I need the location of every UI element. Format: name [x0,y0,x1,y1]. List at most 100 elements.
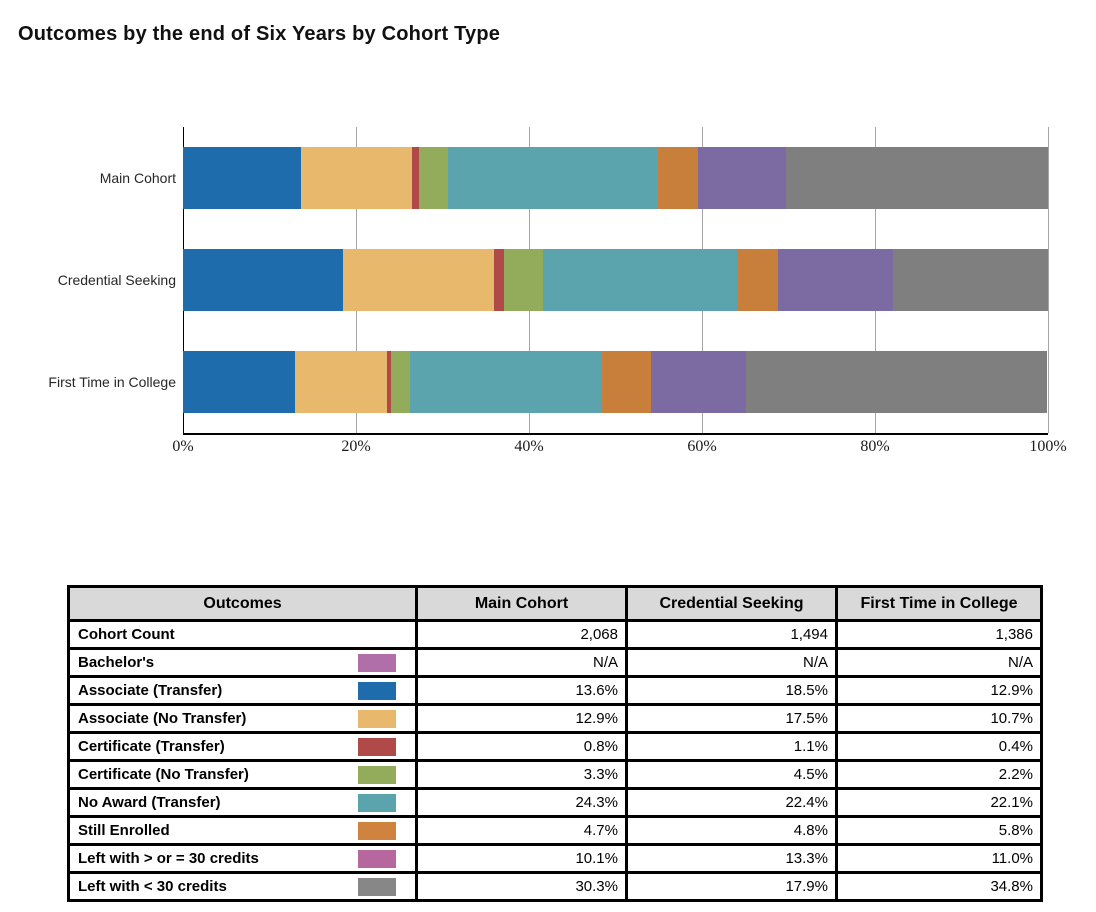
bar-segment-left-with-or-30-credits [778,249,894,311]
table-row-bachelor-s: Bachelor's N/A N/A N/A [67,647,1043,678]
table-row-cohort-count: Cohort Count 2,068 1,494 1,386 [67,619,1043,650]
gridline-100 [1048,127,1049,433]
category-labels: Main Cohort Credential Seeking First Time … [0,127,176,433]
row-value: 12.9% [415,703,628,734]
bar-band-first-time-in-college [183,331,1048,433]
table-row-certificate-no-transfer: Certificate (No Transfer) 3.3% 4.5% 2.2% [67,759,1043,790]
row-value: 4.7% [415,815,628,846]
stacked-bar-main-cohort [183,147,1048,209]
row-value: 2,068 [415,619,628,650]
row-value: 3.3% [415,759,628,790]
legend-swatch-bachelor-s [358,653,396,672]
row-value: 2.2% [835,759,1043,790]
row-value: 0.8% [415,731,628,762]
bar-band-credential-seeking [183,229,1048,331]
row-value: 1.1% [625,731,838,762]
table-header-outcomes: Outcomes [67,585,418,622]
bar-segment-still-enrolled [736,249,779,311]
row-label-cell: Still Enrolled [67,815,418,846]
stacked-bar-first-time-in-college [183,351,1048,413]
row-value: 13.6% [415,675,628,706]
outcomes-table-header-row: Outcomes Main Cohort Credential Seeking Fir… [67,585,1043,622]
row-value: 30.3% [415,871,628,902]
row-label-cell: Cohort Count [67,619,418,650]
bar-segment-left-with-or-30-credits [698,147,786,209]
x-tick-label-40: 40% [514,438,544,455]
legend-swatch-left-with-or-30-credits [358,849,396,868]
row-label-cell: Certificate (Transfer) [67,731,418,762]
row-value: N/A [415,647,628,678]
legend-swatch-associate-no-transfer [358,709,396,728]
bar-segment-left-with-30-credits [785,147,1048,209]
bar-segment-certificate-transfer [412,147,420,209]
row-label: No Award (Transfer) [78,794,221,811]
row-value: 12.9% [835,675,1043,706]
row-value: 17.9% [625,871,838,902]
bar-segment-associate-transfer [183,249,344,311]
row-value: N/A [835,647,1043,678]
row-value: N/A [625,647,838,678]
legend-swatch-no-award-transfer [358,793,396,812]
row-label: Cohort Count [78,626,175,643]
row-value: 11.0% [835,843,1043,874]
row-value: 4.5% [625,759,838,790]
bar-segment-certificate-no-transfer [503,249,543,311]
plot-area [183,127,1049,435]
table-row-certificate-transfer: Certificate (Transfer) 0.8% 1.1% 0.4% [67,731,1043,762]
row-value: 34.8% [835,871,1043,902]
bar-segment-certificate-no-transfer [390,351,410,413]
legend-swatch-certificate-transfer [358,737,396,756]
table-row-associate-transfer: Associate (Transfer) 13.6% 18.5% 12.9% [67,675,1043,706]
bar-segment-left-with-30-credits [893,249,1048,311]
outcomes-table: Outcomes Main Cohort Credential Seeking Fir… [67,585,1043,902]
legend-swatch-certificate-no-transfer [358,765,396,784]
row-value: 22.4% [625,787,838,818]
row-label: Certificate (Transfer) [78,738,225,755]
row-value: 0.4% [835,731,1043,762]
bar-segment-no-award-transfer [542,249,737,311]
bar-segment-left-with-30-credits [746,351,1048,413]
bar-segment-certificate-no-transfer [419,147,448,209]
table-row-left-with-or-30-credits: Left with > or = 30 credits 10.1% 13.3% 11.… [67,843,1043,874]
row-value: 13.3% [625,843,838,874]
legend-swatch-associate-transfer [358,681,396,700]
row-value: 18.5% [625,675,838,706]
row-label-cell: Bachelor's [67,647,418,678]
row-value: 1,386 [835,619,1043,650]
bar-band-main-cohort [183,127,1048,229]
row-value: 17.5% [625,703,838,734]
bar-segment-associate-no-transfer [300,147,413,209]
legend-swatch-left-with-30-credits [358,877,396,896]
row-label-cell: Associate (Transfer) [67,675,418,706]
bar-segment-no-award-transfer [409,351,601,413]
table-row-left-with-30-credits: Left with < 30 credits 30.3% 17.9% 34.8% [67,871,1043,902]
row-label: Bachelor's [78,654,155,671]
legend-swatch-still-enrolled [358,821,396,840]
table-row-associate-no-transfer: Associate (No Transfer) 12.9% 17.5% 10.7% [67,703,1043,734]
bar-segment-still-enrolled [657,147,699,209]
row-value: 10.7% [835,703,1043,734]
bar-segment-associate-transfer [183,351,295,413]
row-label: Left with > or = 30 credits [78,850,259,867]
category-label-first-time-in-college: First Time in College [48,374,176,390]
x-tick-label-100: 100% [1029,438,1067,455]
row-label-cell: Left with < 30 credits [67,871,418,902]
table-row-no-award-transfer: No Award (Transfer) 24.3% 22.4% 22.1% [67,787,1043,818]
row-label: Still Enrolled [78,822,170,839]
row-value: 5.8% [835,815,1043,846]
x-tick-label-60: 60% [687,438,717,455]
row-label-cell: Associate (No Transfer) [67,703,418,734]
row-label: Certificate (No Transfer) [78,766,249,783]
bar-segment-no-award-transfer [447,147,658,209]
row-value: 4.8% [625,815,838,846]
bar-segment-still-enrolled [600,351,651,413]
row-value: 10.1% [415,843,628,874]
row-label-cell: No Award (Transfer) [67,787,418,818]
row-label-cell: Certificate (No Transfer) [67,759,418,790]
x-axis-ticks: 0% 20% 40% 60% 80% 100% [172,438,1066,460]
row-label: Associate (Transfer) [78,682,223,699]
bar-segment-certificate-transfer [387,351,391,413]
row-label: Associate (No Transfer) [78,710,247,727]
table-header-first-time-in-college: First Time in College [835,585,1043,622]
row-label: Left with < 30 credits [78,878,227,895]
